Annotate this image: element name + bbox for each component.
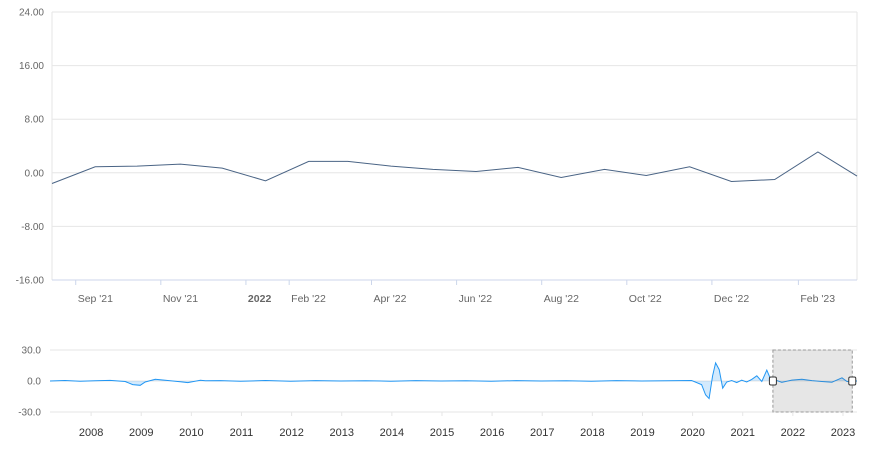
main-x-tick-label: Apr '22 — [373, 293, 406, 305]
main-x-tick-label: 2022 — [248, 293, 272, 305]
main-x-tick-label: Aug '22 — [544, 293, 579, 305]
main-y-tick-label: 0.00 — [25, 168, 45, 179]
navigator-x-tick-label: 2017 — [530, 427, 554, 439]
main-data-point[interactable] — [178, 162, 183, 167]
navigator-selection[interactable] — [768, 349, 857, 413]
navigator-right-handle[interactable] — [848, 376, 857, 386]
navigator-x-tick-label: 2016 — [480, 427, 504, 439]
main-x-tick-label: Nov '21 — [163, 293, 198, 305]
navigator-x-tick-label: 2021 — [730, 427, 754, 439]
main-data-point[interactable] — [815, 150, 820, 155]
main-x-tick-label: Jun '22 — [459, 293, 493, 305]
navigator-x-tick-label: 2009 — [129, 427, 153, 439]
main-y-tick-label: 8.00 — [25, 115, 45, 126]
main-data-point[interactable] — [515, 165, 520, 170]
main-y-tick-label: -16.00 — [16, 276, 45, 287]
navigator-x-tick-label: 2020 — [680, 427, 704, 439]
navigator-x-tick-label: 2019 — [630, 427, 654, 439]
navigator-x-tick-label: 2008 — [79, 427, 103, 439]
main-data-point[interactable] — [474, 169, 479, 174]
main-data-point[interactable] — [220, 166, 225, 171]
main-data-point[interactable] — [50, 181, 55, 186]
main-chart-grid — [51, 11, 858, 281]
main-x-tick-label: Sep '21 — [78, 293, 113, 305]
navigator-y-axis-labels: 30.0 0.0 -30.0 — [18, 346, 41, 419]
main-y-tick-label: 16.00 — [19, 61, 44, 72]
navigator-x-tick-label: 2015 — [430, 427, 454, 439]
main-x-tick-label: Oct '22 — [629, 293, 662, 305]
main-data-point[interactable] — [729, 179, 734, 184]
main-data-point[interactable] — [389, 164, 394, 169]
main-data-point[interactable] — [93, 164, 98, 169]
navigator-x-axis-labels: 2008 2009 2010 2011 2012 2013 2014 2015 2016 2017… — [79, 412, 855, 439]
main-data-point[interactable] — [306, 159, 311, 164]
navigator-x-tick-label: 2011 — [230, 427, 254, 439]
navigator-x-tick-label: 2013 — [329, 427, 353, 439]
main-y-tick-label: 24.00 — [19, 8, 44, 19]
navigator-x-tick-label: 2010 — [179, 427, 203, 439]
main-data-point[interactable] — [263, 178, 268, 183]
main-data-point[interactable] — [772, 177, 777, 182]
navigator-x-tick-label: 2018 — [580, 427, 604, 439]
navigator-y-tick-label: 0.0 — [27, 377, 41, 388]
navigator-x-tick-label: 2023 — [831, 427, 855, 439]
main-data-point[interactable] — [430, 167, 435, 172]
main-data-point[interactable] — [855, 174, 860, 179]
main-x-tick-label: Feb '22 — [291, 293, 326, 305]
main-x-axis-labels: Sep '21 Nov '21 2022 Feb '22 Apr '22 Jun '22 A… — [75, 280, 835, 305]
main-data-point[interactable] — [345, 159, 350, 164]
main-y-axis-labels: 24.00 16.00 8.00 0.00 -8.00 -16.00 — [16, 8, 45, 287]
main-y-tick-label: -8.00 — [21, 222, 44, 233]
navigator-y-tick-label: 30.0 — [22, 346, 42, 357]
main-data-point[interactable] — [644, 173, 649, 178]
navigator-x-tick-label: 2012 — [279, 427, 303, 439]
navigator-x-tick-label: 2022 — [781, 427, 805, 439]
main-data-point[interactable] — [687, 164, 692, 169]
navigator-y-tick-label: -30.0 — [18, 408, 41, 419]
main-x-tick-label: Feb '23 — [800, 293, 835, 305]
main-data-point[interactable] — [559, 175, 564, 180]
navigator-x-tick-label: 2014 — [380, 427, 404, 439]
main-data-point[interactable] — [602, 167, 607, 172]
main-series-line[interactable] — [51, 151, 858, 184]
main-series-layer[interactable] — [50, 150, 860, 186]
navigator-left-handle[interactable] — [768, 376, 777, 386]
main-data-point[interactable] — [135, 164, 140, 169]
navigator-range-mask[interactable] — [772, 349, 853, 413]
main-x-tick-label: Dec '22 — [714, 293, 749, 305]
